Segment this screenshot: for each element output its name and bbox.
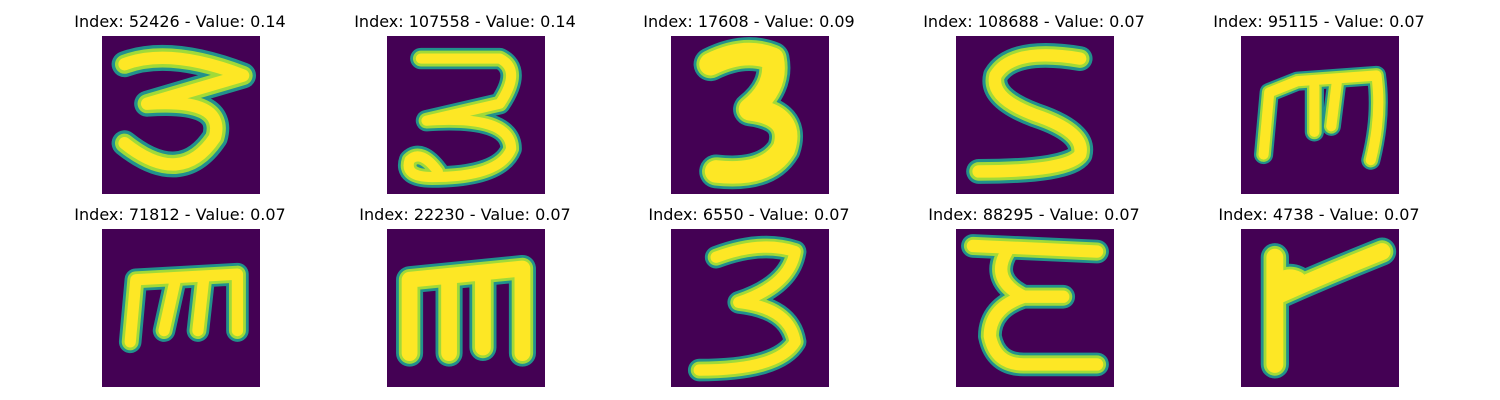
panel-title: Index: 107558 - Value: 0.14 <box>354 12 576 31</box>
digit-image <box>956 36 1114 194</box>
handwritten-stroke <box>693 37 803 190</box>
digit-image <box>387 229 545 387</box>
handwritten-stroke <box>961 234 1109 377</box>
digit-image <box>102 229 260 387</box>
digit-image <box>1241 229 1399 387</box>
panel-title: Index: 22230 - Value: 0.07 <box>359 205 571 224</box>
panel-title: Index: 17608 - Value: 0.09 <box>643 12 855 31</box>
panel-title: Index: 95115 - Value: 0.07 <box>1213 12 1425 31</box>
handwritten-stroke <box>687 235 807 382</box>
digit-image <box>671 36 829 194</box>
digit-image <box>1241 36 1399 194</box>
digit-image <box>671 229 829 387</box>
handwritten-stroke <box>396 254 536 367</box>
digit-image <box>102 36 260 194</box>
handwritten-stroke <box>111 44 257 178</box>
handwritten-stroke <box>118 262 249 354</box>
panel-title: Index: 6550 - Value: 0.07 <box>648 205 850 224</box>
handwritten-stroke <box>966 42 1094 184</box>
digit-image <box>387 36 545 194</box>
handwritten-stroke <box>397 47 522 188</box>
panel-title: Index: 71812 - Value: 0.07 <box>74 205 286 224</box>
panel-title: Index: 4738 - Value: 0.07 <box>1218 205 1420 224</box>
digit-image <box>956 229 1114 387</box>
panel-title: Index: 52426 - Value: 0.14 <box>74 12 286 31</box>
handwritten-stroke <box>1253 65 1388 170</box>
panel-title: Index: 88295 - Value: 0.07 <box>928 205 1140 224</box>
handwritten-stroke <box>1260 237 1397 379</box>
panel-title: Index: 108688 - Value: 0.07 <box>923 12 1145 31</box>
